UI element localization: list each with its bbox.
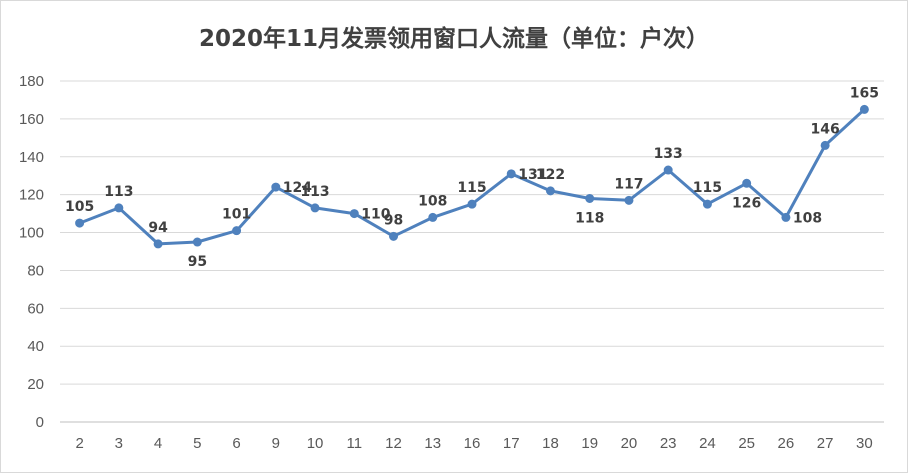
- gridlines: [60, 80, 884, 423]
- data-point: [349, 209, 359, 219]
- data-point: [428, 212, 438, 222]
- x-tick-label: 25: [738, 435, 755, 452]
- data-label: 98: [384, 212, 403, 228]
- x-tick-label: 3: [115, 435, 123, 452]
- data-label: 117: [614, 176, 643, 192]
- data-point: [271, 182, 281, 192]
- x-tick-label: 10: [307, 435, 324, 452]
- data-point: [859, 104, 869, 114]
- data-labels: 1051139495101124113110981081151311221181…: [65, 85, 879, 270]
- data-point: [545, 186, 555, 196]
- data-label: 118: [575, 210, 604, 226]
- data-point: [75, 218, 85, 228]
- x-tick-label: 17: [503, 435, 520, 452]
- y-tick-label: 160: [19, 111, 44, 128]
- x-tick-label: 11: [346, 435, 362, 452]
- data-point: [820, 140, 830, 150]
- data-label: 113: [104, 184, 133, 200]
- x-tick-label: 26: [778, 435, 795, 452]
- y-tick-label: 140: [19, 149, 44, 166]
- data-point: [506, 169, 516, 179]
- data-point: [310, 203, 320, 213]
- x-tick-label: 5: [193, 435, 201, 452]
- x-tick-label: 4: [154, 435, 162, 452]
- data-label: 110: [361, 207, 390, 223]
- x-tick-label: 6: [232, 435, 240, 452]
- data-point: [781, 212, 791, 222]
- data-label: 115: [693, 180, 722, 196]
- x-tick-label: 23: [660, 435, 677, 452]
- data-point: [624, 195, 634, 205]
- data-label: 108: [793, 210, 822, 226]
- data-point: [467, 199, 477, 209]
- x-tick-label: 16: [464, 435, 481, 452]
- data-point: [663, 165, 673, 175]
- data-label: 126: [732, 195, 761, 211]
- data-label: 133: [654, 146, 683, 162]
- y-tick-label: 100: [19, 225, 44, 242]
- y-tick-label: 60: [27, 300, 44, 317]
- data-point: [389, 231, 399, 241]
- data-label: 146: [811, 121, 840, 137]
- y-tick-label: 20: [27, 376, 44, 393]
- data-label: 124: [283, 180, 312, 196]
- data-label: 115: [457, 180, 486, 196]
- y-tick-label: 180: [19, 73, 44, 90]
- x-tick-label: 24: [699, 435, 716, 452]
- data-label: 122: [536, 167, 565, 183]
- data-label: 113: [300, 184, 329, 200]
- y-axis-ticks: 0 20 40 60 80 100 120 140 160 180: [19, 73, 44, 431]
- y-tick-label: 40: [27, 338, 44, 355]
- y-tick-label: 0: [36, 414, 44, 431]
- series-group: [75, 104, 869, 249]
- data-label: 165: [850, 85, 879, 101]
- data-label: 94: [148, 220, 168, 236]
- x-tick-label: 12: [385, 435, 402, 452]
- data-point: [153, 239, 163, 249]
- data-point: [232, 226, 242, 236]
- x-tick-label: 27: [817, 435, 834, 452]
- series-line: [78, 107, 866, 246]
- data-label: 131: [518, 167, 547, 183]
- data-label: 108: [418, 193, 447, 209]
- y-tick-label: 120: [19, 187, 44, 204]
- data-point: [585, 193, 595, 203]
- data-point: [114, 203, 124, 213]
- data-label: 95: [188, 254, 207, 270]
- x-tick-label: 2: [75, 435, 83, 452]
- x-tick-label: 13: [424, 435, 441, 452]
- data-label: 105: [65, 199, 94, 215]
- x-tick-label: 18: [542, 435, 559, 452]
- x-tick-label: 20: [621, 435, 638, 452]
- data-label: 101: [222, 207, 251, 223]
- data-point: [192, 237, 202, 247]
- x-tick-label: 9: [272, 435, 280, 452]
- y-tick-label: 80: [27, 262, 44, 279]
- x-tick-label: 19: [581, 435, 598, 452]
- data-point: [702, 199, 712, 209]
- x-tick-label: 30: [856, 435, 873, 452]
- data-point: [742, 178, 752, 188]
- x-axis-ticks: 2 3 4 5 6 9 10 11 12 13 16 17 18 19 20 23 24 25 26 27 30: [75, 435, 872, 452]
- chart-title: 2020年11月发票领用窗口人流量（单位：户次）: [199, 25, 709, 52]
